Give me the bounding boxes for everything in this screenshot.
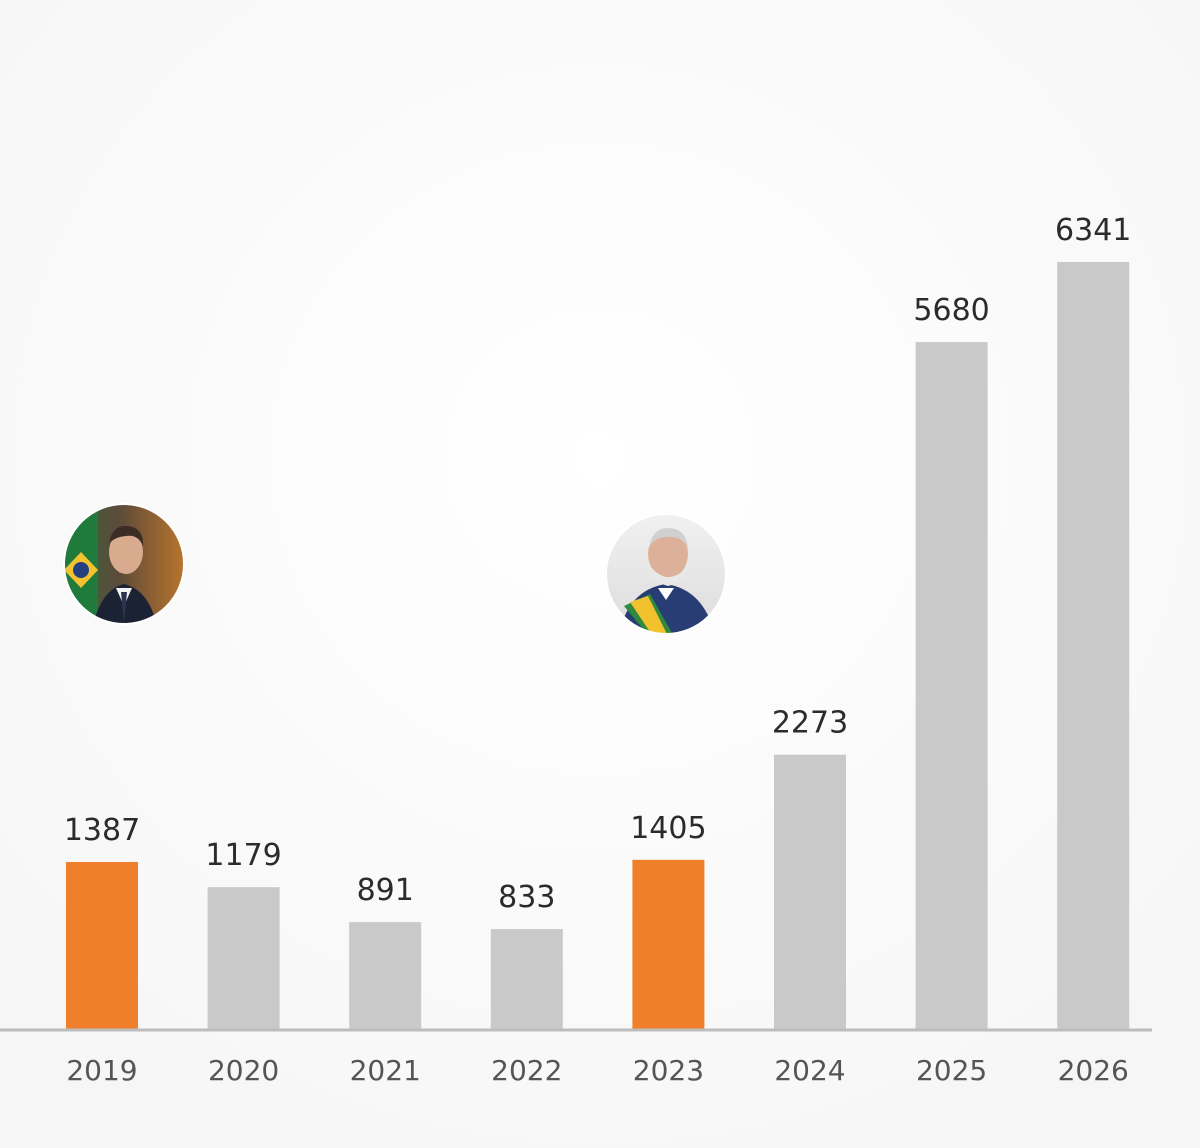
value-label-2020: 1179 [205, 838, 281, 873]
value-label-2022: 833 [498, 880, 555, 915]
bar-2023 [632, 859, 705, 1030]
bar-2022 [490, 929, 563, 1030]
x-tick-label-2019: 2019 [66, 1054, 137, 1087]
bar-2026 [1057, 262, 1130, 1030]
value-label-2024: 2273 [772, 706, 848, 741]
value-label-2023: 1405 [630, 811, 706, 846]
bar-2025 [915, 342, 988, 1031]
bar-2020 [207, 887, 280, 1030]
x-tick-label-2022: 2022 [491, 1054, 562, 1087]
bars-group [66, 262, 1130, 1031]
x-tick-label-2024: 2024 [774, 1054, 845, 1087]
value-label-2025: 5680 [913, 293, 989, 328]
bar-2021 [349, 922, 422, 1030]
x-tick-label-2021: 2021 [350, 1054, 421, 1087]
tick-labels-group: 2019 2020 2021 2022 2023 2024 2025 2026 [66, 1054, 1128, 1087]
value-label-2019: 1387 [64, 813, 140, 848]
x-tick-label-2026: 2026 [1058, 1054, 1129, 1087]
bar-2019 [66, 862, 138, 1030]
x-tick-label-2020: 2020 [208, 1054, 279, 1087]
bar-2024 [774, 754, 846, 1030]
portrait-2023-icon [605, 513, 727, 635]
value-label-2021: 891 [357, 873, 414, 908]
x-tick-label-2023: 2023 [633, 1054, 704, 1087]
value-label-2026: 6341 [1055, 213, 1131, 248]
x-tick-label-2025: 2025 [916, 1054, 987, 1087]
value-labels-group: 1387 1179 891 833 1405 2273 5680 6341 [64, 213, 1132, 915]
